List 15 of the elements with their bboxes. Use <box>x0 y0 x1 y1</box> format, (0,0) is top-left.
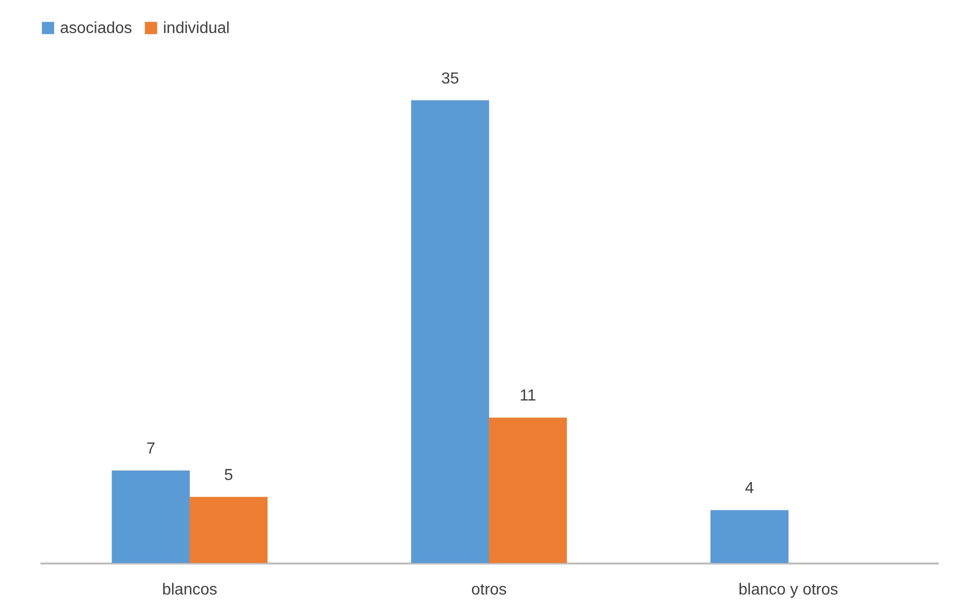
data-label: 35 <box>441 70 460 88</box>
data-label: 5 <box>224 466 234 484</box>
legend-label: individual <box>163 20 230 37</box>
x-tick-label: blanco y otros <box>738 582 838 598</box>
data-label: 4 <box>745 480 754 498</box>
data-label: 11 <box>520 388 536 405</box>
x-tick-label: blancos <box>162 582 218 598</box>
bar <box>190 496 268 563</box>
legend-label: asociados <box>60 20 132 37</box>
bar <box>411 100 490 563</box>
x-tick-label: otros <box>471 582 507 598</box>
bar <box>488 418 567 563</box>
data-label: 7 <box>146 440 156 458</box>
bar <box>112 470 190 563</box>
bar <box>710 510 788 563</box>
